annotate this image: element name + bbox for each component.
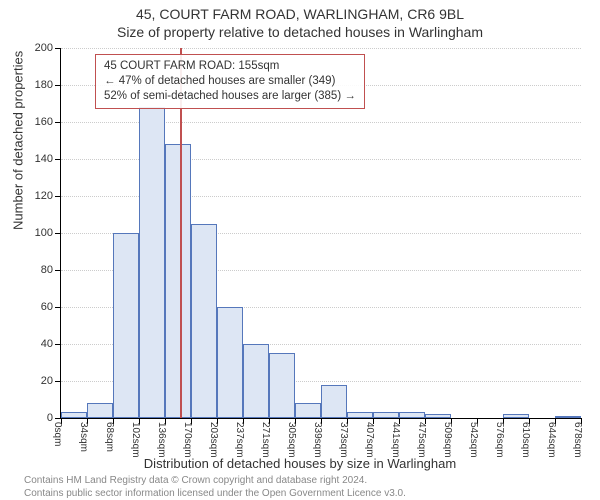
x-tick-label: 644sqm (546, 422, 557, 458)
x-tick-label: 678sqm (572, 422, 583, 458)
page-title: 45, COURT FARM ROAD, WARLINGHAM, CR6 9BL (0, 6, 600, 22)
histogram-bar (87, 403, 113, 418)
y-axis-label: Number of detached properties (11, 51, 26, 230)
chart-container: 45, COURT FARM ROAD, WARLINGHAM, CR6 9BL… (0, 0, 600, 500)
x-axis-label: Distribution of detached houses by size … (0, 456, 600, 471)
y-gridline (61, 48, 581, 49)
x-tick-label: 102sqm (130, 422, 141, 458)
page-subtitle: Size of property relative to detached ho… (0, 24, 600, 40)
footer: Contains HM Land Registry data © Crown c… (24, 474, 406, 500)
info-box-line2: ← 47% of detached houses are smaller (34… (104, 74, 356, 89)
histogram-bar (503, 414, 529, 418)
info-box-line3: 52% of semi-detached houses are larger (… (104, 89, 356, 104)
x-tick-label: 373sqm (338, 422, 349, 458)
histogram-bar (243, 344, 269, 418)
x-tick-label: 68sqm (104, 422, 115, 452)
x-tick-label: 0sqm (52, 422, 63, 446)
histogram-bar (555, 416, 581, 418)
x-tick-label: 136sqm (156, 422, 167, 458)
x-tick-label: 576sqm (494, 422, 505, 458)
chart-info-box: 45 COURT FARM ROAD: 155sqm ← 47% of deta… (95, 54, 365, 109)
x-tick-label: 441sqm (390, 422, 401, 458)
footer-line1: Contains HM Land Registry data © Crown c… (24, 474, 406, 487)
histogram-bar (373, 412, 399, 418)
x-tick-label: 610sqm (520, 422, 531, 458)
histogram-bar (113, 233, 139, 418)
footer-line2: Contains public sector information licen… (24, 487, 406, 500)
y-tick-label: 140 (35, 153, 61, 165)
y-tick-label: 60 (41, 301, 61, 313)
histogram-bar (399, 412, 425, 418)
x-tick-label: 509sqm (442, 422, 453, 458)
histogram-bar (191, 224, 217, 418)
y-tick-label: 180 (35, 79, 61, 91)
x-tick-label: 170sqm (182, 422, 193, 458)
plot-area: 0204060801001201401601802000sqm34sqm68sq… (60, 48, 581, 419)
x-tick-label: 542sqm (468, 422, 479, 458)
y-tick-label: 100 (35, 227, 61, 239)
x-tick-label: 271sqm (260, 422, 271, 458)
x-tick-label: 203sqm (208, 422, 219, 458)
histogram-bar (295, 403, 321, 418)
x-tick-label: 475sqm (416, 422, 427, 458)
histogram-bar (61, 412, 87, 418)
y-tick-label: 120 (35, 190, 61, 202)
y-tick-label: 160 (35, 116, 61, 128)
x-tick-label: 339sqm (312, 422, 323, 458)
x-tick-label: 305sqm (286, 422, 297, 458)
y-tick-label: 80 (41, 264, 61, 276)
histogram-bar (321, 385, 347, 418)
histogram-bar (139, 107, 165, 418)
histogram-bar (269, 353, 295, 418)
histogram-bar (425, 414, 451, 418)
x-tick-label: 407sqm (364, 422, 375, 458)
histogram-bar (347, 412, 373, 418)
y-tick-label: 40 (41, 338, 61, 350)
x-tick-label: 237sqm (234, 422, 245, 458)
x-tick-label: 34sqm (78, 422, 89, 452)
y-tick-label: 200 (35, 42, 61, 54)
info-box-line1: 45 COURT FARM ROAD: 155sqm (104, 59, 356, 74)
histogram-bar (217, 307, 243, 418)
y-tick-label: 20 (41, 375, 61, 387)
histogram-bar (165, 144, 191, 418)
